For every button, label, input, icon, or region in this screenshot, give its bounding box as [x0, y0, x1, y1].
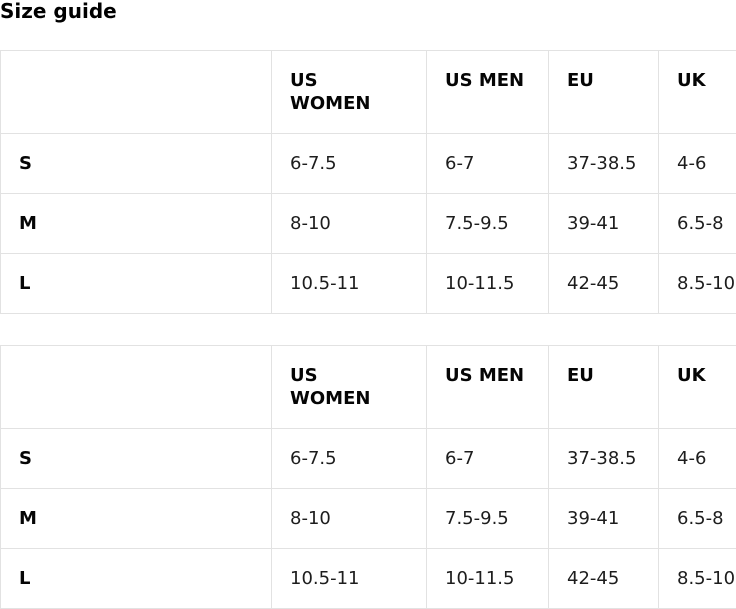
- size-cell-uk-m: 6.5-8: [658, 488, 736, 549]
- row-label-l: L: [0, 253, 272, 314]
- size-cell-uk-l: 8.5-10: [658, 253, 736, 314]
- size-cell-uk-s: 4-6: [658, 133, 736, 194]
- size-cell-eu-m: 39-41: [548, 193, 659, 254]
- column-header-eu: EU: [548, 345, 659, 429]
- column-header-us-men: US MEN: [426, 345, 549, 429]
- size-cell-us-women-m: 8-10: [271, 193, 427, 254]
- size-cell-us-men-m: 7.5-9.5: [426, 193, 549, 254]
- size-cell-us-women-s: 6-7.5: [271, 428, 427, 489]
- row-label-m: M: [0, 193, 272, 254]
- size-cell-us-women-m: 8-10: [271, 488, 427, 549]
- size-cell-uk-s: 4-6: [658, 428, 736, 489]
- size-cell-eu-s: 37-38.5: [548, 428, 659, 489]
- table-row-s: S 6-7.5 6-7 37-38.5 4-6: [0, 428, 736, 489]
- size-cell-us-women-l: 10.5-11: [271, 548, 427, 609]
- header-row: US WOMEN US MEN EU UK: [0, 345, 736, 429]
- size-cell-us-men-s: 6-7: [426, 428, 549, 489]
- size-table-2: US WOMEN US MEN EU UK S 6-7.5 6-7 37-38.…: [0, 345, 736, 609]
- size-cell-eu-l: 42-45: [548, 253, 659, 314]
- size-cell-us-men-m: 7.5-9.5: [426, 488, 549, 549]
- size-table-1: US WOMEN US MEN EU UK S 6-7.5 6-7 37-38.…: [0, 50, 736, 314]
- column-header-us-men: US MEN: [426, 50, 549, 134]
- column-header-eu: EU: [548, 50, 659, 134]
- column-header-us-women: US WOMEN: [271, 50, 427, 134]
- column-header-uk: UK: [658, 345, 736, 429]
- row-label-l: L: [0, 548, 272, 609]
- size-cell-eu-m: 39-41: [548, 488, 659, 549]
- size-cell-eu-s: 37-38.5: [548, 133, 659, 194]
- column-header-empty: [0, 345, 272, 429]
- table-row-m: M 8-10 7.5-9.5 39-41 6.5-8: [0, 193, 736, 254]
- column-header-us-women: US WOMEN: [271, 345, 427, 429]
- table-row-m: M 8-10 7.5-9.5 39-41 6.5-8: [0, 488, 736, 549]
- table-row-s: S 6-7.5 6-7 37-38.5 4-6: [0, 133, 736, 194]
- row-label-m: M: [0, 488, 272, 549]
- header-row: US WOMEN US MEN EU UK: [0, 50, 736, 134]
- size-cell-uk-m: 6.5-8: [658, 193, 736, 254]
- row-label-s: S: [0, 428, 272, 489]
- table-row-l: L 10.5-11 10-11.5 42-45 8.5-10: [0, 253, 736, 314]
- size-cell-us-women-s: 6-7.5: [271, 133, 427, 194]
- size-cell-us-men-l: 10-11.5: [426, 253, 549, 314]
- size-cell-uk-l: 8.5-10: [658, 548, 736, 609]
- size-cell-eu-l: 42-45: [548, 548, 659, 609]
- column-header-uk: UK: [658, 50, 736, 134]
- row-label-s: S: [0, 133, 272, 194]
- size-guide-heading: Size guide: [0, 0, 117, 23]
- size-cell-us-women-l: 10.5-11: [271, 253, 427, 314]
- size-cell-us-men-s: 6-7: [426, 133, 549, 194]
- table-row-l: L 10.5-11 10-11.5 42-45 8.5-10: [0, 548, 736, 609]
- size-cell-us-men-l: 10-11.5: [426, 548, 549, 609]
- column-header-empty: [0, 50, 272, 134]
